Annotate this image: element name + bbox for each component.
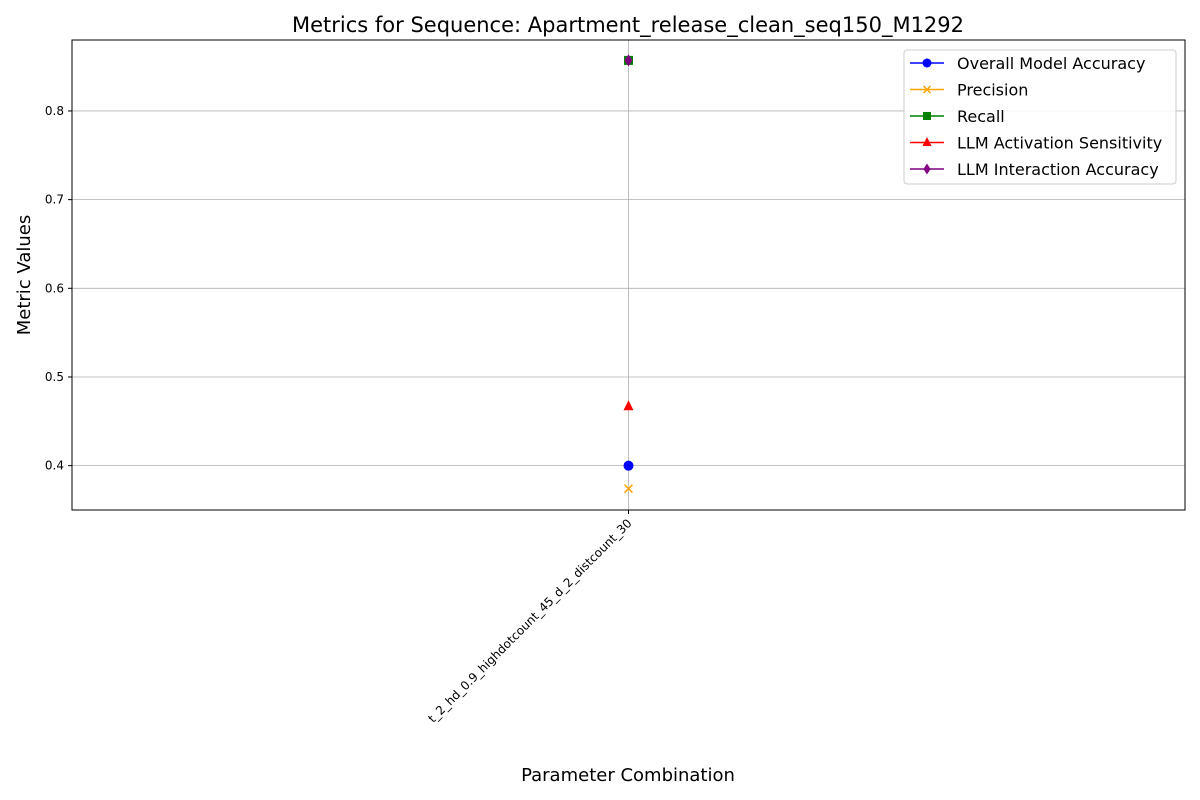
legend-marker-precision-stroke [922,85,932,94]
legend-box [903,49,1177,185]
data-point-precision-stroke [623,484,634,494]
legend-marker-llm-interaction-accuracy [923,163,931,175]
grid-lines [72,40,1185,510]
legend-label-recall: Recall [957,107,1005,126]
y-tick-label: 0.6 [45,281,64,295]
y-axis-label: Metric Values [14,215,35,336]
legend-marker-recall [923,112,931,120]
legend-label-precision: Precision [957,81,1028,100]
legend-marker-overall-model-accuracy [922,58,932,68]
y-tick-label: 0.8 [45,104,64,118]
legend-label-overall-model-accuracy: Overall Model Accuracy [957,54,1145,73]
data-point-llm-activation-sensitivity [623,400,634,411]
legend: Overall Model Accuracy Precision Recall LLM… [903,49,1177,185]
data-point-precision [623,484,634,494]
legend-marker-precision [922,85,932,94]
y-tick-label: 0.7 [45,193,64,207]
chart-title: Metrics for Sequence: Apartment_release_… [292,13,964,38]
y-tick-label: 0.4 [45,459,64,473]
data-point-overall-model-accuracy [623,460,634,471]
data-markers [623,54,634,494]
y-tick-label: 0.5 [45,370,64,384]
x-axis-label: Parameter Combination [521,765,735,786]
legend-label-llm-activation-sensitivity: LLM Activation Sensitivity [957,134,1162,153]
data-point-llm-interaction-accuracy [624,54,633,67]
legend-marker-llm-activation-sensitivity [922,137,932,146]
legend-label-llm-interaction-accuracy: LLM Interaction Accuracy [957,160,1159,179]
